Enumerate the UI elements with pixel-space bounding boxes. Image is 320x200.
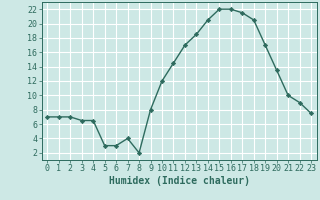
X-axis label: Humidex (Indice chaleur): Humidex (Indice chaleur) bbox=[109, 176, 250, 186]
